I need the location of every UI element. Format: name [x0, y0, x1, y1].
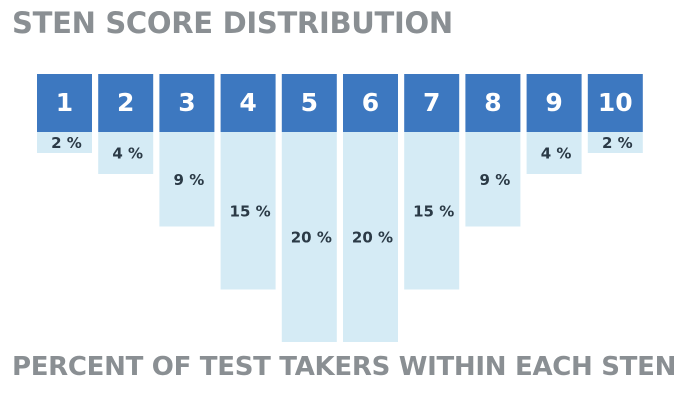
bar [159, 132, 215, 227]
category-label: 5 [301, 88, 318, 117]
bar [37, 132, 92, 153]
sten-column: 2 4 % [98, 74, 154, 174]
sten-column: 3 9 % [159, 74, 215, 227]
sten-column: 4 15 % [220, 74, 276, 290]
category-label: 7 [423, 88, 440, 117]
category-header [465, 74, 521, 132]
bar [220, 132, 276, 290]
value-label: 9 % [174, 171, 205, 189]
sten-column: 9 4 % [526, 74, 582, 174]
category-header [587, 74, 643, 132]
value-label: 15 % [413, 202, 454, 220]
category-label: 2 [117, 88, 134, 117]
value-label: 2 % [602, 134, 633, 152]
category-header [281, 74, 337, 132]
value-label: 2 % [51, 134, 82, 152]
sten-column: 10 2 % [587, 74, 643, 153]
category-label: 6 [362, 88, 379, 117]
category-label: 9 [545, 88, 562, 117]
value-label: 4 % [112, 145, 143, 163]
value-label: 4 % [541, 145, 572, 163]
value-label: 9 % [480, 171, 511, 189]
value-label: 20 % [291, 229, 332, 247]
sten-column: 1 2 % [37, 74, 92, 153]
chart-subtitle: PERCENT OF TEST TAKERS WITHIN EACH STEN [11, 352, 677, 382]
value-label: 20 % [352, 229, 393, 247]
category-header [37, 74, 92, 132]
bar [587, 132, 643, 153]
sten-column: 5 20 % [281, 74, 337, 342]
bar [465, 132, 521, 227]
category-label: 3 [178, 88, 195, 117]
category-label: 8 [484, 88, 501, 117]
sten-column: 7 15 % [404, 74, 460, 290]
bar [526, 132, 582, 174]
bar [281, 132, 337, 342]
sten-column: 6 20 % [343, 74, 398, 342]
value-label: 15 % [230, 202, 271, 220]
category-header [98, 74, 154, 132]
chart-title: STEN SCORE DISTRIBUTION [12, 6, 453, 40]
bar [98, 132, 154, 174]
bar [404, 132, 460, 290]
category-header [343, 74, 398, 132]
category-label: 1 [56, 88, 73, 117]
category-label: 10 [598, 88, 633, 117]
bar [343, 132, 398, 342]
category-label: 4 [239, 88, 256, 117]
category-header [220, 74, 276, 132]
category-header [526, 74, 582, 132]
sten-column: 8 9 % [465, 74, 521, 227]
category-header [404, 74, 460, 132]
category-header [159, 74, 215, 132]
